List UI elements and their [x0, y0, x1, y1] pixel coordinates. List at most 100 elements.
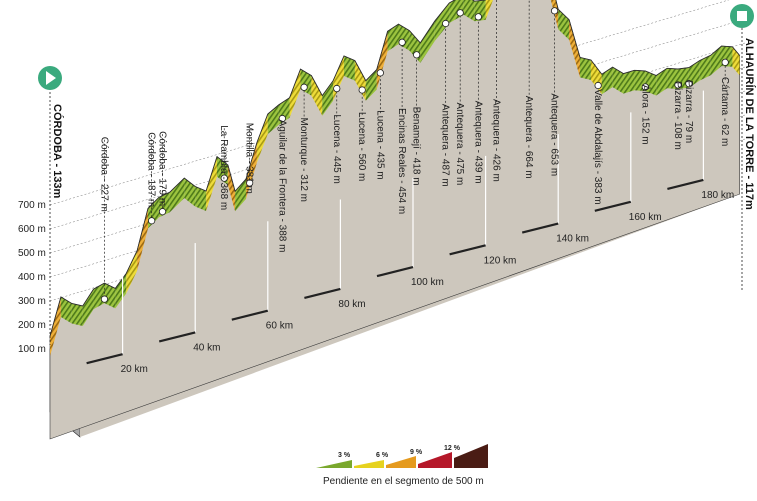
waypoint-dot	[474, 13, 482, 21]
waypoint-label: Córdoba - 187 m	[146, 132, 157, 207]
x-tick-label: 60 km	[266, 321, 293, 332]
km-dividers	[86, 90, 705, 365]
waypoint-label: Encinas Reales - 454 m	[396, 108, 407, 214]
x-tick-label: 20 km	[121, 364, 148, 375]
waypoint-label: Córdoba - 227 m	[98, 137, 109, 212]
waypoint-label: Córdoba - 179 m	[157, 131, 168, 206]
finish-marker: ALHAURÍN DE LA TORRE - 117m	[730, 4, 756, 290]
waypoint-dot	[398, 38, 406, 46]
waypoint-dot	[220, 174, 228, 182]
legend-label-3: 3 %	[338, 452, 351, 459]
waypoint-dot	[413, 51, 421, 59]
waypoint-dot	[100, 295, 109, 303]
grade-segment	[547, 0, 559, 32]
grade-segment	[612, 67, 624, 96]
waypoint-dot	[278, 114, 286, 123]
waypoint-dot	[456, 9, 464, 17]
waypoints: Córdoba - 227 m Córdoba - 187 m Córdoba - …	[98, 0, 730, 303]
waypoint-label: Lucena - 560 m	[356, 112, 367, 181]
x-axis-ticks: 20 km 40 km 60 km 80 km 100 km 120 km 140 km 16…	[121, 190, 735, 375]
waypoint-label: Antequera - 475 m	[454, 102, 465, 185]
waypoint-dot	[300, 83, 308, 91]
grade-segment	[169, 178, 185, 215]
grade-segment	[463, 0, 475, 24]
waypoint-dot	[148, 217, 156, 225]
legend-title: Pendiente en el segmento de 500 m	[323, 476, 484, 487]
grade-segment	[126, 250, 138, 296]
y-tick-label: 300 m	[18, 296, 46, 307]
waypoint-label: Álora - 152 m	[639, 85, 652, 145]
km-segment-bar	[594, 200, 632, 212]
y-tick-label: 600 m	[18, 224, 46, 235]
grade-segment	[579, 57, 591, 82]
stop-icon	[737, 11, 747, 21]
legend: 3 % 6 % 9 % 12 % Pendiente en el segment…	[316, 444, 488, 487]
grade-segment	[195, 186, 207, 214]
waypoint-dot	[246, 179, 254, 187]
x-tick-label: 120 km	[484, 255, 517, 266]
km-segment-bar	[376, 266, 414, 278]
legend-swatch-12	[418, 452, 452, 468]
grade-segment	[344, 56, 355, 83]
waypoint-dot	[641, 83, 649, 91]
play-icon	[46, 71, 56, 85]
grade-segment	[645, 70, 657, 98]
legend-label-9: 9 %	[410, 449, 423, 456]
y-axis-ticks: 100 m 200 m 300 m 400 m 500 m 600 m 700 m	[18, 200, 46, 355]
km-segment-bar	[231, 309, 269, 321]
waypoint-dot	[442, 19, 450, 28]
legend-swatch-9	[386, 456, 416, 468]
grid-line	[49, 0, 730, 206]
waypoint-label: Monturque - 312 m	[298, 118, 309, 203]
waypoint-label: Valle de Abdalajís - 383 m	[592, 89, 603, 204]
km-segment-bar	[449, 244, 486, 256]
waypoint-dot	[550, 7, 559, 15]
profile-line	[49, 0, 741, 337]
km-segment-bar	[158, 331, 196, 343]
legend-swatch-3	[316, 460, 352, 468]
x-tick-label: 80 km	[338, 299, 365, 310]
waypoint-label: Antequera - 664 m	[523, 96, 534, 179]
start-marker: CÓRDOBA - 133m	[38, 66, 64, 345]
waypoint-label: Cártama - 62 m	[719, 77, 730, 146]
grade-segment	[434, 3, 450, 44]
grade-segment	[420, 21, 435, 65]
start-label: CÓRDOBA - 133m	[51, 104, 64, 199]
grade-segment	[311, 75, 323, 118]
grade-segment	[115, 273, 127, 311]
waypoint-label: Antequera - 487 m	[440, 104, 451, 187]
legend-swatch-6	[354, 460, 384, 468]
legend-label-12: 12 %	[444, 445, 461, 452]
waypoint-dot	[358, 86, 366, 94]
waypoint-label: Lucena - 435 m	[374, 110, 385, 179]
waypoint-label: Pizarra - 108 m	[672, 81, 683, 149]
waypoint-label: Lucena - 445 m	[331, 114, 342, 184]
grade-segment	[699, 55, 711, 83]
km-segment-bar	[667, 178, 704, 191]
grade-segment	[82, 289, 94, 329]
grade-segment	[365, 69, 377, 103]
finish-label: ALHAURÍN DE LA TORRE - 117m	[743, 38, 756, 210]
y-tick-label: 400 m	[18, 272, 46, 283]
waypoint-label: Benamejí - 418 m	[411, 107, 422, 186]
y-tick-label: 500 m	[18, 248, 46, 259]
grade-segment	[71, 303, 83, 329]
waypoint-dot	[674, 81, 682, 89]
waypoint-dot	[158, 208, 167, 216]
km-segment-bar	[304, 287, 341, 299]
grade-segment	[93, 283, 105, 312]
grade-segment	[569, 19, 580, 80]
waypoint-label: La Rambla - 368 m	[218, 125, 229, 210]
legend-swatch-max	[454, 444, 488, 468]
x-tick-label: 100 km	[411, 277, 444, 288]
x-tick-label: 180 km	[701, 190, 734, 201]
grade-segment	[256, 114, 268, 165]
waypoint-label: Antequera - 426 m	[490, 99, 501, 182]
grade-segment	[246, 142, 257, 202]
waypoint-dot	[685, 80, 693, 88]
x-tick-label: 140 km	[556, 234, 589, 245]
grade-segment	[322, 80, 334, 118]
waypoint-dot	[594, 81, 602, 90]
waypoint-dot	[333, 84, 341, 93]
grade-segment	[206, 156, 217, 214]
